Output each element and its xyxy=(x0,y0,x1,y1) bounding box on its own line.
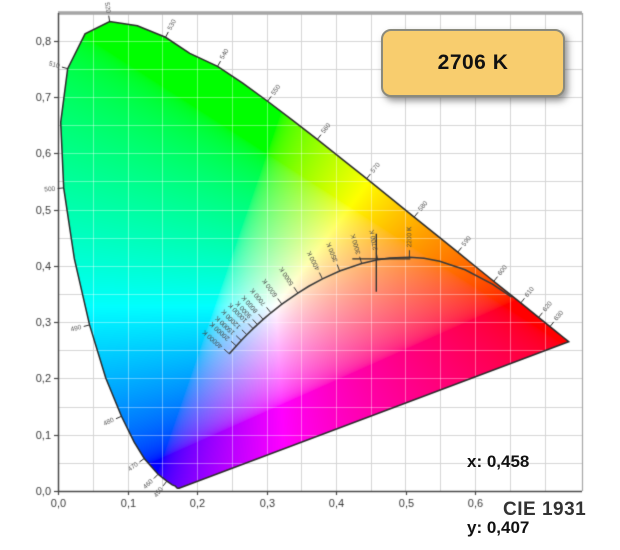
readout-y-value: y: 0,407 xyxy=(467,518,530,537)
xy-readout: x: 0,458 y: 0,407 xyxy=(467,407,529,550)
cct-badge-value: 2706 K xyxy=(437,51,509,74)
readout-x-value: x: 0,458 xyxy=(467,452,530,471)
diagram-name-label: CIE 1931 xyxy=(503,499,587,520)
cct-badge: 2706 K xyxy=(381,29,565,97)
